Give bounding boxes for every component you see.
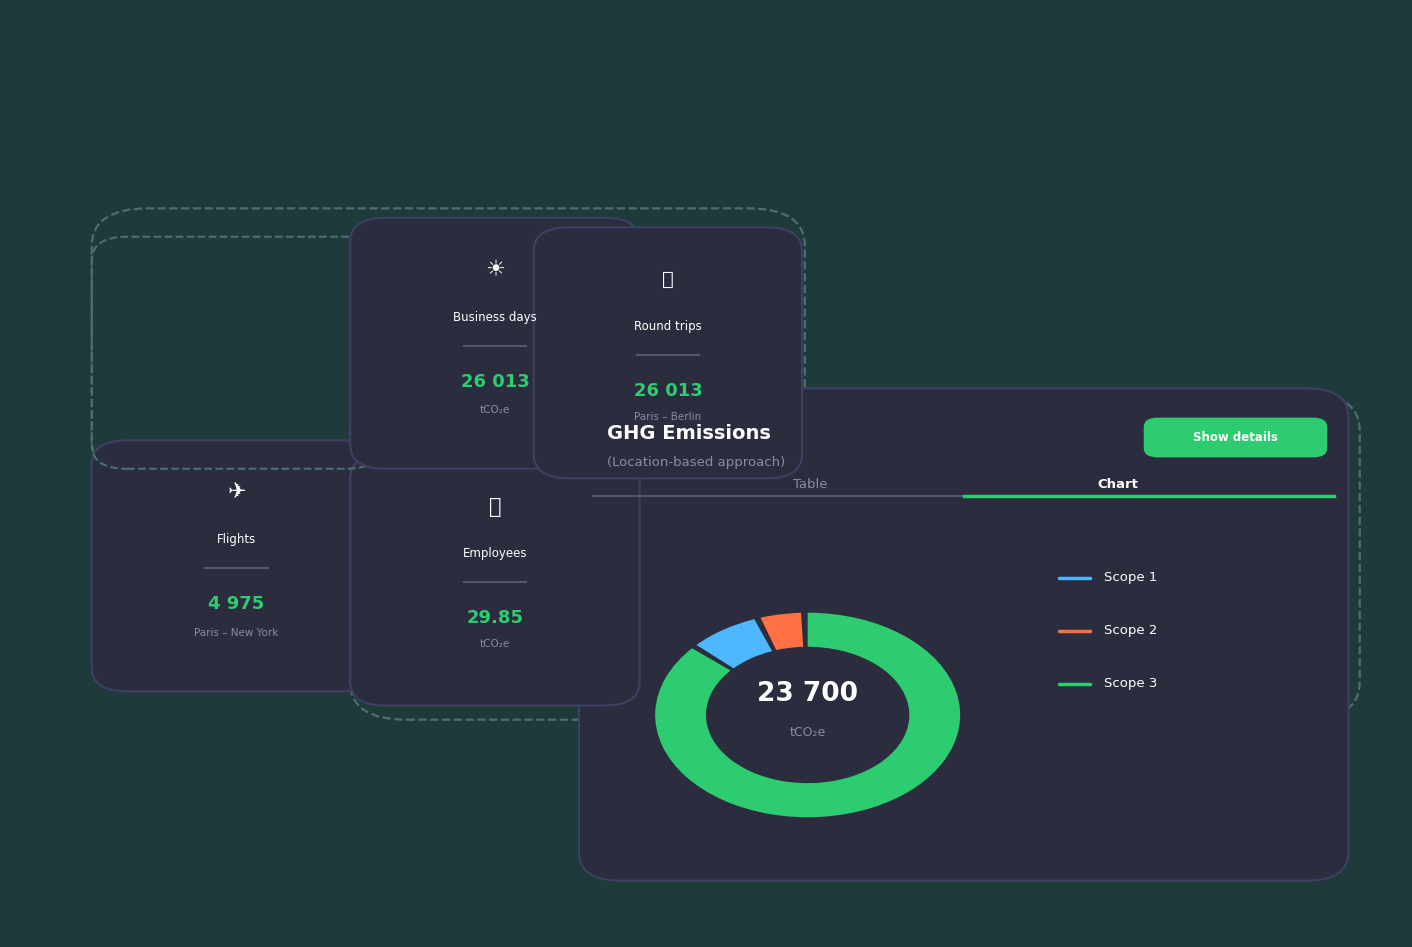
Text: 23 700: 23 700 (757, 681, 858, 707)
Wedge shape (761, 613, 803, 651)
Text: Business days: Business days (453, 311, 537, 324)
Text: 26 013: 26 013 (634, 382, 702, 401)
Wedge shape (696, 619, 772, 669)
Text: Table: Table (792, 477, 827, 491)
Text: 29.85: 29.85 (466, 609, 524, 628)
Text: Flights: Flights (217, 533, 256, 546)
Text: Scope 3: Scope 3 (1104, 677, 1158, 690)
FancyBboxPatch shape (350, 218, 640, 469)
Text: Employees: Employees (463, 547, 527, 561)
Text: Paris – New York: Paris – New York (195, 628, 278, 637)
FancyBboxPatch shape (350, 455, 640, 706)
Text: Chart: Chart (1097, 477, 1138, 491)
FancyBboxPatch shape (579, 388, 1348, 881)
FancyBboxPatch shape (92, 440, 381, 691)
Text: Show details: Show details (1193, 431, 1278, 444)
FancyBboxPatch shape (1144, 418, 1327, 457)
Text: GHG Emissions: GHG Emissions (607, 424, 771, 443)
Text: tCO₂e: tCO₂e (480, 405, 510, 415)
FancyBboxPatch shape (534, 227, 802, 478)
Text: ✈: ✈ (227, 482, 246, 503)
Text: 4 975: 4 975 (209, 595, 264, 614)
Text: 26 013: 26 013 (460, 372, 530, 391)
Text: 🚗: 🚗 (662, 270, 674, 289)
Text: ☀: ☀ (484, 259, 505, 280)
Text: Round trips: Round trips (634, 320, 702, 333)
Text: tCO₂e: tCO₂e (480, 639, 510, 649)
Text: Scope 2: Scope 2 (1104, 624, 1158, 637)
Text: (Location-based approach): (Location-based approach) (607, 456, 785, 470)
Wedge shape (655, 613, 960, 817)
Text: 👥: 👥 (489, 496, 501, 517)
Text: Scope 1: Scope 1 (1104, 571, 1158, 584)
Text: tCO₂e: tCO₂e (789, 725, 826, 739)
Text: Paris – Berlin: Paris – Berlin (634, 412, 702, 421)
